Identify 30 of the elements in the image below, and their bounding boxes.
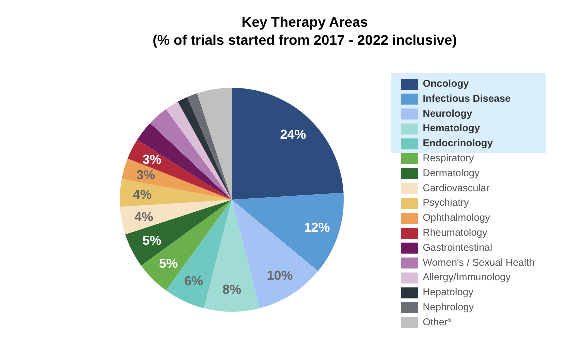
- legend-label: Nephrology: [423, 302, 474, 314]
- legend-label: Respiratory: [423, 154, 474, 164]
- legend-label: Cardiovascular: [423, 183, 490, 194]
- data-label: 12%: [304, 220, 331, 236]
- legend-label: Neurology: [423, 108, 473, 120]
- chart-subtitle: (% of trials started from 2017 - 2022 inclusive): [152, 32, 458, 48]
- legend-label: Dermatology: [423, 168, 480, 180]
- data-label: 4%: [133, 186, 152, 202]
- data-label: 5%: [159, 256, 178, 271]
- legend-label: Infectious Disease: [423, 94, 512, 105]
- data-label: 6%: [184, 274, 204, 289]
- data-label: 4%: [134, 209, 154, 224]
- data-label: 10%: [266, 268, 294, 284]
- legend-label: Women's / Sexual Health: [423, 258, 535, 269]
- data-label: 24%: [280, 127, 307, 142]
- legend-label: Gastrointestinal: [423, 242, 492, 254]
- legend-label: Endocrinology: [423, 138, 494, 150]
- data-label: 3%: [136, 168, 156, 182]
- legend-label: Oncology: [423, 79, 470, 90]
- legend-label: Psychiatry: [423, 198, 470, 210]
- legend-label: Other*: [423, 317, 452, 328]
- legend-label: Hepatology: [423, 288, 474, 299]
- legend-label: Hematology: [423, 124, 481, 135]
- data-label: 5%: [142, 233, 162, 248]
- legend-label: Allergy/Immunology: [423, 272, 511, 284]
- data-label: 8%: [222, 282, 242, 298]
- chart-title: Key Therapy Areas: [242, 14, 368, 30]
- data-label: 3%: [142, 152, 162, 167]
- legend-label: Ophthalmology: [423, 213, 490, 224]
- legend-label: Rheumatology: [423, 228, 488, 239]
